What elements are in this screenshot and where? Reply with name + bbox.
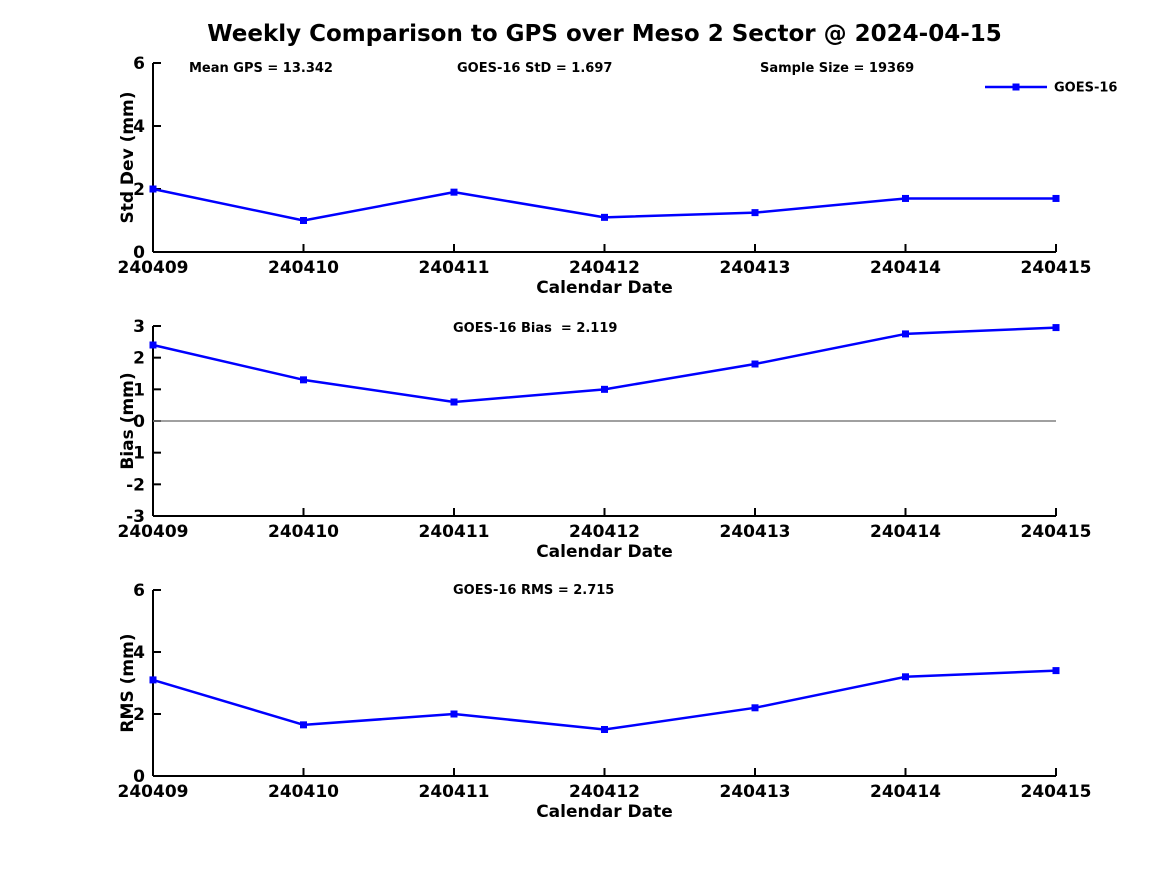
x-tick-label: 240412 bbox=[569, 782, 640, 802]
x-tick-label: 240410 bbox=[268, 782, 339, 802]
x-tick-label: 240411 bbox=[419, 258, 490, 278]
y-axis-label: Std Dev (mm) bbox=[118, 91, 138, 223]
x-tick-label: 240414 bbox=[870, 782, 941, 802]
y-tick-label: -2 bbox=[126, 475, 145, 495]
y-tick-label: 4 bbox=[133, 643, 145, 663]
stat-annotation: GOES-16 StD = 1.697 bbox=[457, 61, 612, 76]
data-point-marker bbox=[149, 676, 157, 684]
x-tick-label: 240414 bbox=[870, 258, 941, 278]
data-point-marker bbox=[450, 398, 458, 406]
x-tick-label: 240415 bbox=[1021, 782, 1092, 802]
data-point-marker bbox=[450, 710, 458, 718]
stddev-chart: 0 2 4 6 240409 240410 240411 240412 240413 240414… bbox=[118, 54, 1118, 298]
data-point-marker bbox=[1052, 194, 1060, 202]
y-tick-label: -1 bbox=[126, 444, 145, 464]
x-tick-label: 240412 bbox=[569, 522, 640, 542]
x-tick-label: 240410 bbox=[268, 258, 339, 278]
x-tick-label: 240413 bbox=[720, 258, 791, 278]
y-tick-label: 3 bbox=[133, 317, 145, 337]
x-tick-label: 240411 bbox=[419, 782, 490, 802]
data-point-marker bbox=[751, 209, 759, 217]
y-axis-label: RMS (mm) bbox=[118, 633, 138, 732]
x-tick-label: 240415 bbox=[1021, 258, 1092, 278]
y-tick-label: 0 bbox=[133, 767, 145, 787]
data-point-marker bbox=[300, 217, 307, 224]
data-point-marker bbox=[902, 194, 909, 202]
x-axis-label: Calendar Date bbox=[536, 802, 673, 822]
y-tick-label: -3 bbox=[126, 507, 145, 527]
data-point-marker bbox=[902, 330, 909, 338]
data-point-marker bbox=[1052, 667, 1060, 675]
y-tick-label: 6 bbox=[133, 581, 145, 601]
data-point-marker bbox=[149, 185, 157, 193]
legend: GOES-16 bbox=[985, 81, 1117, 96]
x-tick-label: 240413 bbox=[720, 782, 791, 802]
y-tick-label: 2 bbox=[133, 705, 145, 725]
data-point-marker bbox=[1052, 324, 1060, 332]
x-tick-label: 240409 bbox=[118, 258, 189, 278]
data-point-marker bbox=[601, 385, 608, 393]
data-point-marker bbox=[601, 213, 608, 221]
rms-chart: 0 2 4 6 240409 240410 240411 240412 240413 240414… bbox=[118, 581, 1092, 822]
y-tick-label: 2 bbox=[133, 180, 145, 200]
x-axis-label: Calendar Date bbox=[536, 542, 673, 562]
x-tick-label: 240411 bbox=[419, 522, 490, 542]
data-point-marker bbox=[300, 376, 307, 384]
y-tick-label: 0 bbox=[133, 243, 145, 263]
figure-title: Weekly Comparison to GPS over Meso 2 Sec… bbox=[207, 21, 1002, 47]
x-tick-label: 240412 bbox=[569, 258, 640, 278]
x-tick-label: 240410 bbox=[268, 522, 339, 542]
x-tick-label: 240415 bbox=[1021, 522, 1092, 542]
x-axis-label: Calendar Date bbox=[536, 278, 673, 298]
y-axis-label: Bias (mm) bbox=[118, 372, 138, 469]
data-point-marker bbox=[450, 188, 458, 196]
x-tick-label: 240409 bbox=[118, 782, 189, 802]
y-tick-label: 2 bbox=[133, 349, 145, 369]
data-point-marker bbox=[601, 726, 608, 733]
data-point-marker bbox=[902, 673, 909, 681]
data-point-marker bbox=[751, 704, 759, 712]
x-tick-label: 240413 bbox=[720, 522, 791, 542]
legend-marker bbox=[1012, 83, 1020, 91]
series-line bbox=[152, 669, 1057, 731]
stat-annotation: GOES-16 Bias = 2.119 bbox=[453, 321, 617, 336]
y-tick-label: 0 bbox=[133, 412, 145, 432]
stat-annotation: Sample Size = 19369 bbox=[760, 61, 914, 76]
y-tick-label: 4 bbox=[133, 117, 145, 137]
data-point-marker bbox=[300, 721, 307, 729]
data-point-marker bbox=[149, 341, 157, 349]
data-point-marker bbox=[751, 360, 759, 368]
stat-annotation: GOES-16 RMS = 2.715 bbox=[453, 583, 614, 598]
y-tick-label: 6 bbox=[133, 54, 145, 74]
x-tick-label: 240414 bbox=[870, 522, 941, 542]
x-tick-label: 240409 bbox=[118, 522, 189, 542]
legend-label: GOES-16 bbox=[1054, 81, 1117, 96]
bias-chart: -3 -2 -1 0 1 2 3 240409 240410 240411 240412 240413… bbox=[118, 317, 1092, 562]
stat-annotation: Mean GPS = 13.342 bbox=[189, 61, 333, 76]
y-tick-label: 1 bbox=[133, 380, 145, 400]
